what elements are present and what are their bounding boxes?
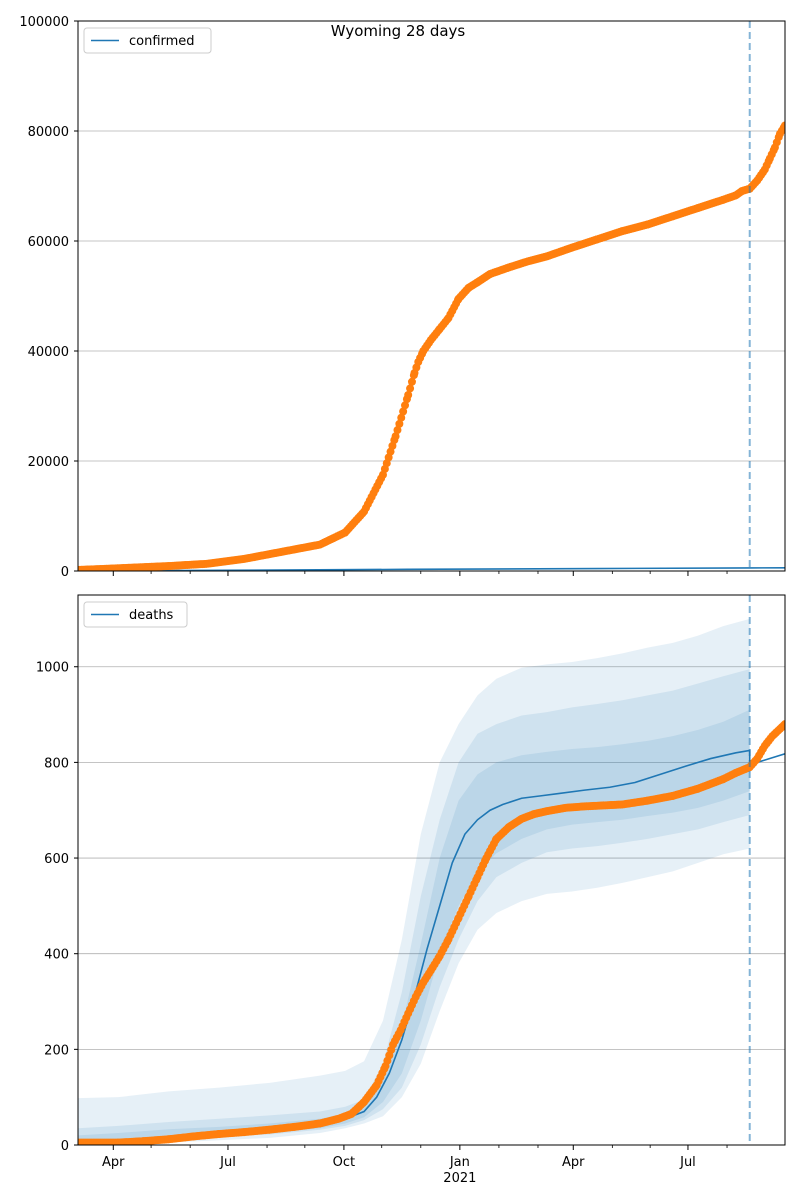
y-tick-label: 20000 [28,455,69,470]
axes-frame [77,594,786,1146]
y-tick-label: 80000 [28,125,69,140]
x-tick-label: Jul [219,1155,236,1170]
observed-point [395,419,404,428]
observed-point [397,413,406,422]
y-tick-label: 40000 [28,345,69,360]
legend-box [83,601,188,628]
y-tick-label: 60000 [28,235,69,250]
y-tick-label: 100000 [19,15,69,30]
band-outer-uncertainty [78,618,750,1145]
y-tick-label: 800 [44,756,69,771]
legend-box [83,27,212,54]
y-tick-label: 400 [44,948,69,963]
observed-point [404,391,413,399]
y-tick-label: 0 [61,1139,69,1154]
x-tick-label: Jan [449,1155,470,1170]
y-tick-label: 0 [61,565,69,580]
x-year-label: 2021 [443,1171,476,1186]
legend-label: confirmed [129,34,195,49]
observed-point [781,121,785,130]
plot-area [78,618,785,1145]
band-inner-uncertainty [78,709,750,1143]
observed-point [399,407,408,416]
legend-deaths: deaths [83,601,188,628]
band-mid-uncertainty [78,669,750,1145]
x-tick-label: Apr [102,1155,125,1170]
legend-confirmed: confirmed [83,27,212,54]
x-tick-label: Apr [562,1155,585,1170]
confirmed-chart-panel: 0 20000 40000 60000 80000 100000 confirmed [19,15,786,580]
figure-title: Wyoming 28 days [331,22,466,40]
model-line-confirmed [78,567,785,571]
observed-point [393,426,402,435]
axes-frame [77,20,786,572]
x-tick-label: Jul [679,1155,696,1170]
y-tick-label: 1000 [36,661,69,676]
legend-label: deaths [129,608,174,623]
observed-point [401,401,410,410]
x-tick-label: Oct [333,1155,355,1170]
y-tick-label: 200 [44,1043,69,1058]
observed-point [406,384,415,393]
observed-point [781,720,785,729]
observed-point [407,377,416,386]
plot-area [78,121,785,571]
observed-point [391,432,400,441]
y-tick-label: 600 [44,852,69,867]
deaths-chart-panel: 0 200 400 600 800 1000 Apr Jul Oct Jan Apr Jul 2021 d… [36,594,786,1186]
